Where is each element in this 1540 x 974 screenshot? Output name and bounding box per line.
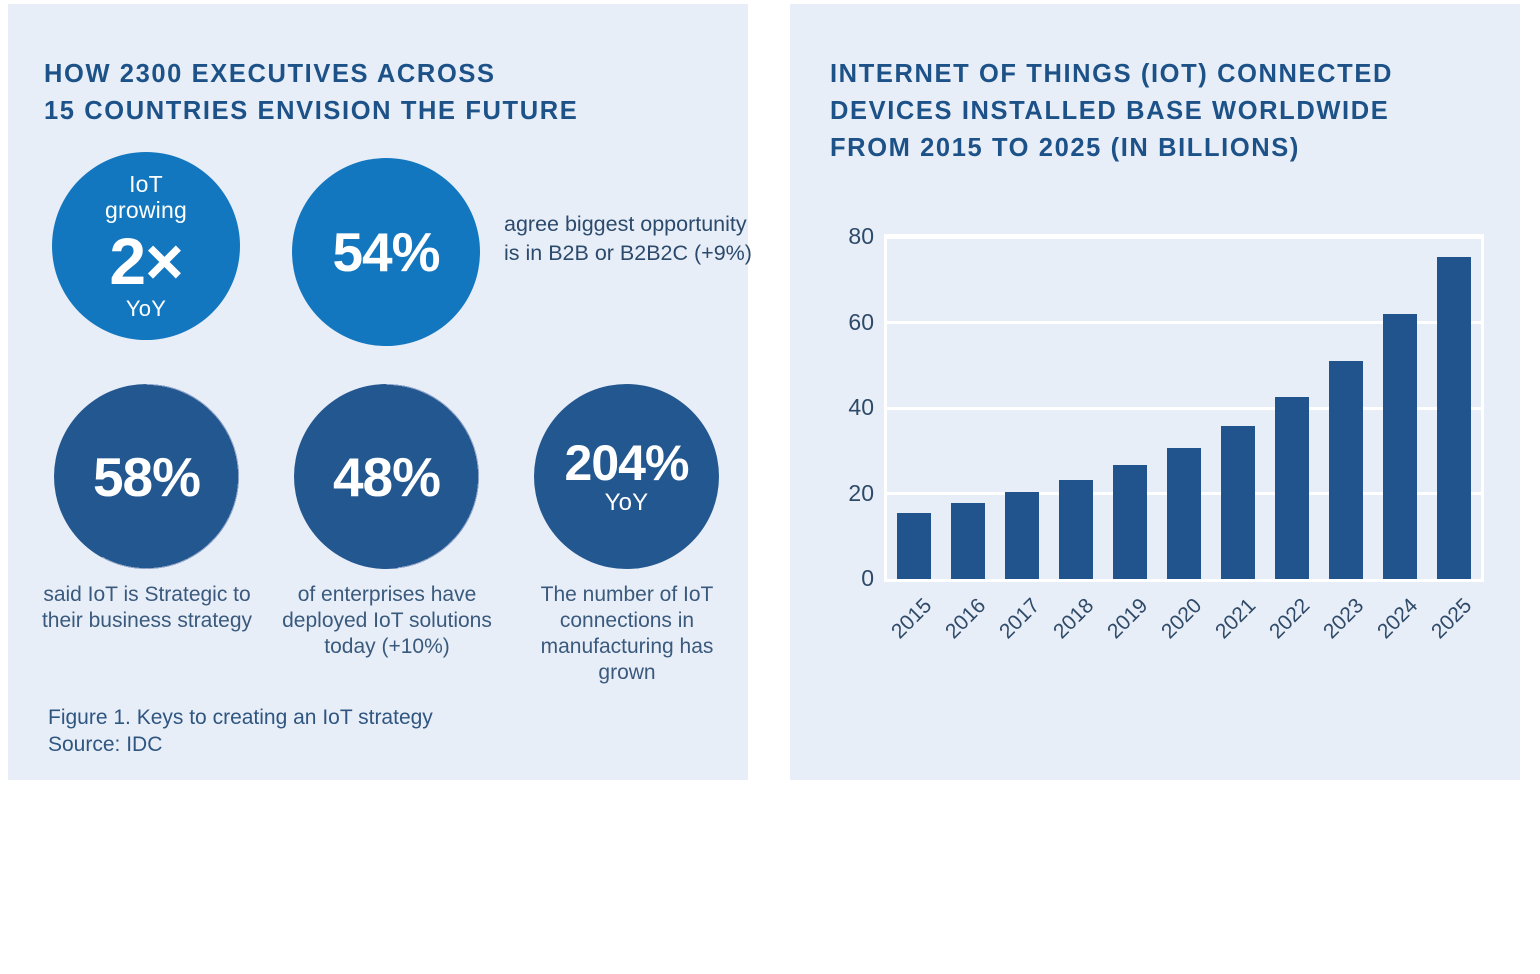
stat-204-caption: The number of IoT connections in manufac… <box>540 583 714 684</box>
stat-2x-top-line-1: IoT <box>129 171 163 197</box>
chart-gridline <box>887 406 1481 410</box>
stat-54-progress-ring <box>292 158 480 346</box>
figure-1-caption: Figure 1. Keys to creating an IoT strate… <box>48 704 433 758</box>
stat-circle-48: 48% <box>294 384 479 569</box>
right-heading-line-2: DEVICES INSTALLED BASE WORLDWIDE <box>830 97 1390 125</box>
chart-bar <box>1383 313 1417 579</box>
chart-bar <box>1329 360 1363 579</box>
stat-204-value: 204% <box>564 434 690 491</box>
figure-1-title: Figure 1. Keys to creating an IoT strate… <box>48 706 433 729</box>
chart-y-tick-label: 60 <box>848 308 874 335</box>
stat-204-bottom-label: YoY <box>604 488 649 516</box>
chart-x-tick-label: 2017 <box>994 594 1045 644</box>
chart-bar <box>951 503 985 579</box>
stat-manufacturing-204: 204% YoY <box>534 384 719 569</box>
chart-x-tick-label: 2025 <box>1426 594 1477 644</box>
stat-54-value: 54% <box>332 221 440 283</box>
infographic-root: HOW 2300 EXECUTIVES ACROSS 15 COUNTRIES … <box>8 4 1520 780</box>
chart-bar <box>1437 256 1471 579</box>
chart-y-axis-labels: 0 20 40 60 80 <box>812 225 874 590</box>
stat-58-value: 58% <box>92 445 201 508</box>
stat-48-progress-ring <box>294 384 479 569</box>
chart-gridline <box>887 235 1481 239</box>
stat-deployed-48: 48% <box>294 384 479 569</box>
stat-58-caption: said IoT is Strategic to their business … <box>41 583 253 632</box>
chart-x-tick-label: 2022 <box>1264 594 1315 644</box>
stat-2x-top-label: IoT growing <box>105 171 187 223</box>
chart-x-tick-label: 2021 <box>1210 594 1261 644</box>
right-heading-line-1: INTERNET OF THINGS (IOT) CONNECTED <box>830 60 1393 88</box>
chart-bar <box>897 513 931 579</box>
stat-iot-growing-2x: IoT growing 2× YoY <box>52 152 240 340</box>
right-heading-line-3: FROM 2015 TO 2025 (IN BILLIONS) <box>830 134 1300 162</box>
stat-58-progress-ring <box>54 384 239 569</box>
chart-gridline <box>887 321 1481 324</box>
chart-x-tick-label: 2023 <box>1318 594 1369 644</box>
chart-y-tick-label: 40 <box>848 394 874 420</box>
stat-circle-54: 54% <box>292 158 480 346</box>
chart-x-tick-label: 2024 <box>1372 594 1423 644</box>
stat-54-description: agree biggest opportunity is in B2B or B… <box>504 212 752 265</box>
chart-y-tick-label: 20 <box>848 479 874 506</box>
chart-x-axis-labels: 2015 2016 2017 2018 2019 2020 2021 2022 2023 2024… <box>887 588 1481 668</box>
left-heading-line-2: 15 COUNTRIES ENVISION THE FUTURE <box>44 97 579 125</box>
chart-bar <box>1005 491 1039 579</box>
stat-circle-2x: IoT growing 2× YoY <box>52 152 240 340</box>
chart-bar <box>1167 447 1201 579</box>
stat-2x-value: 2× <box>109 224 183 298</box>
chart-bar <box>1275 396 1309 579</box>
figure-1-source: Source: IDC <box>48 733 163 756</box>
chart-y-tick-label: 0 <box>861 565 874 591</box>
chart-bar <box>1113 464 1147 579</box>
stat-strategic-58: 58% <box>54 384 239 569</box>
left-heading-line-1: HOW 2300 EXECUTIVES ACROSS <box>44 60 496 88</box>
chart-x-tick-label: 2020 <box>1156 594 1207 644</box>
right-panel-heading: INTERNET OF THINGS (IOT) CONNECTED DEVIC… <box>830 56 1480 167</box>
chart-x-tick-label: 2019 <box>1102 594 1153 644</box>
iot-devices-bar-chart: 0 20 40 60 80 2015 2016 2017 2018 2019 2020 2021 20… <box>812 210 1502 670</box>
chart-bar <box>1059 480 1093 579</box>
left-panel-heading: HOW 2300 EXECUTIVES ACROSS 15 COUNTRIES … <box>44 56 684 130</box>
chart-x-tick-label: 2018 <box>1048 594 1099 644</box>
stat-b2b-opportunity-54: 54% agree biggest opportunity is in B2B … <box>292 158 752 346</box>
stat-2x-top-line-2: growing <box>105 197 187 223</box>
stat-circle-204: 204% YoY <box>534 384 719 569</box>
stat-circle-58: 58% <box>54 384 239 569</box>
chart-bar <box>1221 425 1255 579</box>
chart-y-tick-label: 80 <box>848 223 874 249</box>
chart-x-tick-label: 2015 <box>886 594 937 644</box>
chart-plot-area <box>887 235 1481 579</box>
stat-2x-bottom-label: YoY <box>125 296 167 321</box>
chart-x-tick-label: 2016 <box>940 594 991 644</box>
stat-48-value: 48% <box>332 445 441 508</box>
stat-48-caption: of enterprises have deployed IoT solutio… <box>282 583 492 658</box>
left-panel: HOW 2300 EXECUTIVES ACROSS 15 COUNTRIES … <box>8 4 752 780</box>
right-panel: INTERNET OF THINGS (IOT) CONNECTED DEVIC… <box>790 4 1520 780</box>
